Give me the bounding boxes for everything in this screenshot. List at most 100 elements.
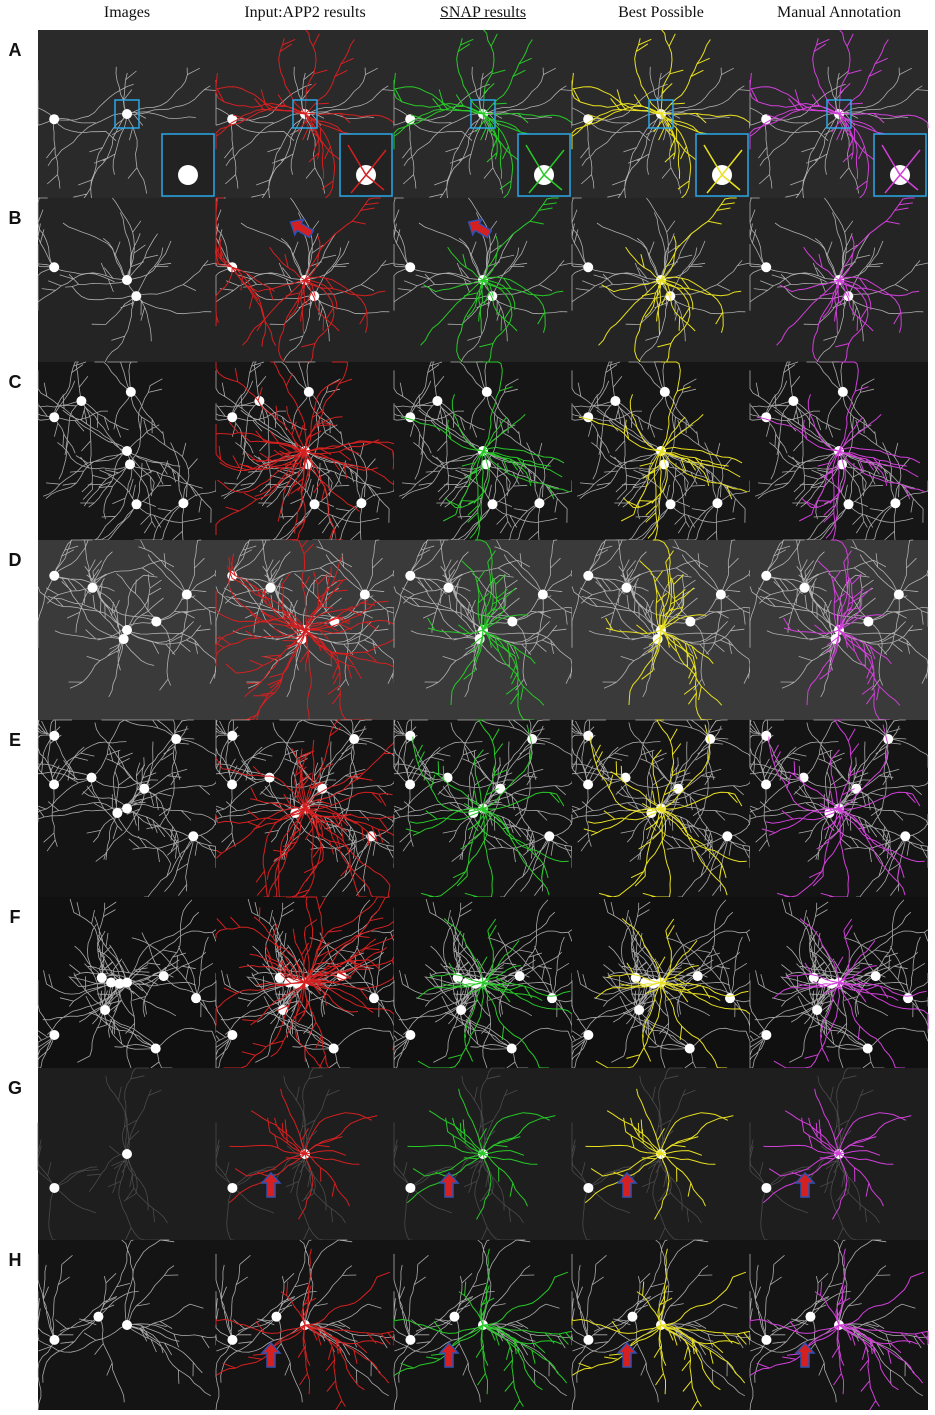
soma [487, 499, 498, 510]
soma [122, 977, 132, 988]
soma [685, 616, 696, 627]
reconstruction-trace [783, 539, 901, 721]
soma [805, 1311, 816, 1322]
zoom-box [826, 99, 852, 129]
image-panel [749, 1239, 929, 1411]
soma [309, 499, 320, 510]
reconstruction-trace [393, 29, 573, 199]
reconstruction-trace [762, 1088, 912, 1220]
reconstruction-trace [571, 1248, 751, 1411]
soma [900, 831, 911, 842]
soma [583, 570, 594, 581]
arrow [616, 1341, 638, 1368]
reconstruction-trace [215, 1248, 395, 1411]
reconstruction-trace [400, 361, 570, 541]
inset-trace [525, 144, 565, 194]
soma [627, 1311, 638, 1322]
soma [870, 971, 881, 982]
image-panel [393, 897, 573, 1069]
inset-trace [881, 144, 921, 194]
image-panel [749, 897, 929, 1069]
soma [264, 772, 275, 783]
row-label: G [7, 1078, 22, 1098]
image-panel [37, 30, 217, 199]
soma [405, 570, 416, 581]
soma [761, 262, 772, 273]
soma [328, 1043, 339, 1054]
soma [366, 831, 377, 842]
column-header: SNAP results [439, 4, 527, 21]
image-panel [571, 197, 751, 363]
reconstruction-trace [749, 1248, 929, 1411]
column-header: Manual Annotation [777, 4, 901, 21]
soma [405, 114, 416, 125]
image-panel [749, 29, 929, 199]
arrow [794, 1171, 816, 1198]
soma [761, 1334, 772, 1345]
reconstruction-trace [598, 197, 742, 363]
soma [583, 779, 594, 790]
soma [122, 446, 132, 456]
soma [150, 1043, 161, 1054]
image-panel [37, 897, 217, 1069]
arrow [260, 1171, 282, 1198]
image-panel [571, 1239, 751, 1411]
soma [405, 779, 416, 790]
zoom-box [648, 99, 674, 129]
reconstruction-trace [427, 539, 545, 721]
soma [862, 1043, 873, 1054]
image-panel [571, 539, 751, 721]
soma [722, 831, 733, 842]
soma [890, 498, 901, 509]
soma [151, 616, 162, 627]
soma [49, 1182, 60, 1193]
image-panel [749, 719, 929, 898]
soma [456, 1004, 467, 1015]
image-panel [215, 197, 395, 363]
soma [506, 1043, 517, 1054]
neurite-image [37, 361, 217, 541]
soma [227, 1029, 238, 1040]
soma [507, 616, 518, 627]
soma [634, 1004, 645, 1015]
soma [227, 412, 238, 423]
soma [359, 589, 370, 600]
soma [583, 1182, 594, 1193]
arrow [467, 218, 493, 239]
soma [122, 275, 132, 285]
soma [610, 396, 621, 407]
soma [93, 1311, 104, 1322]
soma [761, 114, 772, 125]
reconstruction-trace [215, 719, 395, 898]
reconstruction-trace [215, 197, 277, 347]
soma [112, 807, 123, 818]
soma [181, 589, 192, 600]
soma [761, 570, 772, 581]
soma [620, 772, 631, 783]
row-label: H [8, 1250, 22, 1270]
image-panel [37, 719, 217, 898]
soma [227, 779, 238, 790]
image-panel [215, 539, 395, 721]
soma [106, 977, 117, 988]
soma [432, 396, 443, 407]
soma [534, 498, 545, 509]
reconstruction-trace [420, 197, 564, 363]
reconstruction-trace [584, 1088, 734, 1220]
soma [188, 831, 199, 842]
soma [86, 772, 97, 783]
image-panel [393, 539, 573, 721]
neurite-image [393, 898, 573, 1069]
soma [271, 1311, 282, 1322]
soma [87, 582, 98, 593]
soma [49, 412, 60, 423]
reconstruction-trace [228, 1088, 378, 1220]
soma [843, 499, 854, 510]
soma [692, 971, 703, 982]
image-panel [215, 719, 395, 898]
image-panel [37, 197, 217, 363]
soma [761, 730, 772, 741]
soma [705, 734, 716, 745]
